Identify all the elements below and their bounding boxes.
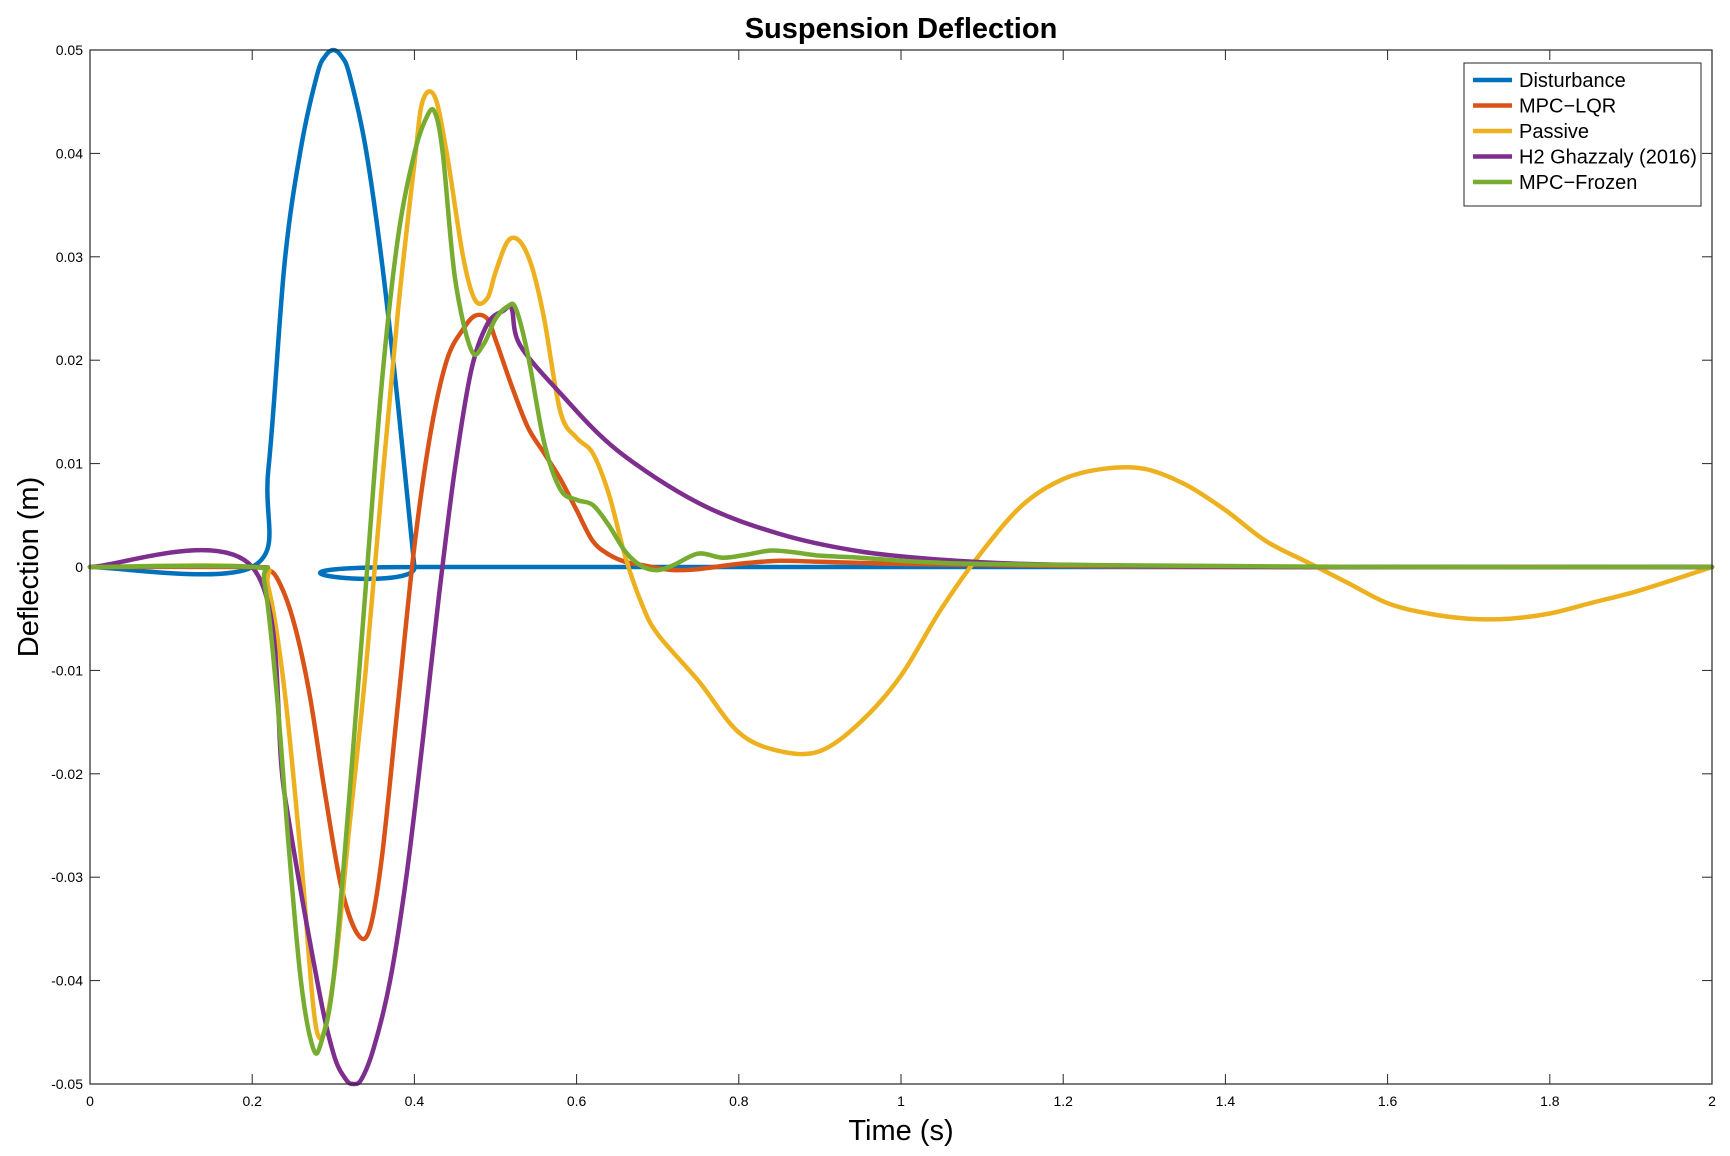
x-axis-label: Time (s) — [848, 1115, 953, 1147]
x-tick-label: 0.6 — [567, 1093, 587, 1109]
y-tick-label: 0 — [75, 559, 83, 575]
legend-label-mpc-frozen: MPC−Frozen — [1519, 172, 1637, 194]
y-tick-label: 0.01 — [56, 456, 83, 472]
y-tick-label: 0.02 — [56, 352, 83, 368]
x-tick-label: 2 — [1708, 1093, 1716, 1109]
legend-label-disturbance: Disturbance — [1519, 70, 1626, 92]
x-tick-label: 0.8 — [729, 1093, 749, 1109]
legend-label-h2-ghazzaly-2016: H2 Ghazzaly (2016) — [1519, 147, 1697, 169]
x-tick-label: 1.4 — [1216, 1093, 1236, 1109]
y-tick-label: -0.01 — [51, 662, 83, 678]
y-tick-label: 0.03 — [56, 249, 83, 265]
y-tick-label: -0.03 — [51, 869, 83, 885]
y-tick-label: -0.04 — [51, 973, 83, 989]
legend-label-mpc-lqr: MPC−LQR — [1519, 96, 1616, 118]
y-axis-label: Deflection (m) — [13, 477, 45, 658]
chart-title: Suspension Deflection — [745, 13, 1058, 45]
series-line-passive — [87, 89, 1715, 1041]
series-line-disturbance — [87, 47, 1715, 582]
x-tick-label: 0 — [86, 1093, 94, 1109]
series-line-mpc-frozen — [87, 106, 1715, 1056]
series-lines — [87, 47, 1715, 1087]
x-tick-label: 0.4 — [405, 1093, 425, 1109]
legend: Disturbance MPC−LQR Passive H2 Ghazzaly (20… — [1463, 62, 1702, 207]
legend-label-passive: Passive — [1519, 121, 1589, 143]
x-tick-label: 0.2 — [242, 1093, 262, 1109]
y-tick-label: 0.05 — [56, 42, 83, 58]
y-tick-label: 0.04 — [56, 145, 83, 161]
plot-frame — [89, 49, 1713, 1085]
x-tick-label: 1.8 — [1540, 1093, 1560, 1109]
y-tick-label: -0.02 — [51, 766, 83, 782]
x-tick-label: 1.2 — [1053, 1093, 1073, 1109]
x-tick-label: 1 — [897, 1093, 905, 1109]
y-tick-label: -0.05 — [51, 1076, 83, 1092]
x-tick-label: 1.6 — [1378, 1093, 1398, 1109]
y-axis-ticks: -0.05 -0.04 -0.03 -0.02 -0.01 0 0.01 0.02 0.03 0.… — [51, 42, 1712, 1092]
